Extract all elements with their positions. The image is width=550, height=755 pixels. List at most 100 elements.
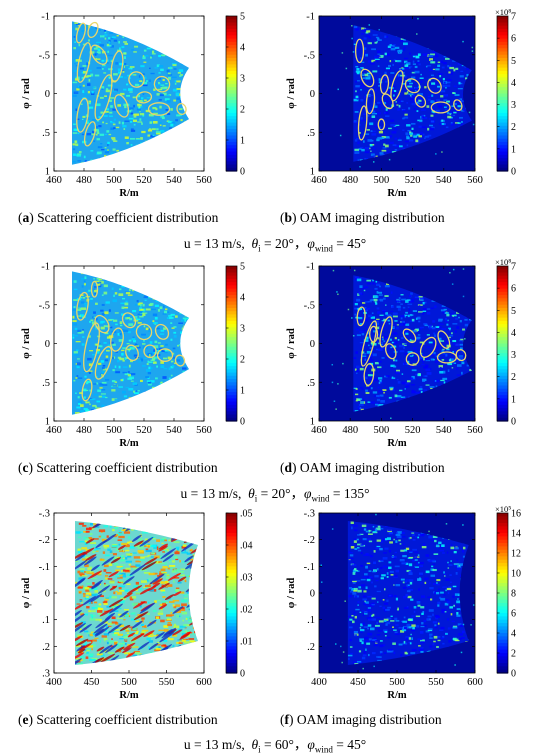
x-tick-label: 450 (84, 677, 100, 688)
y-tick-label: 0 (310, 589, 315, 600)
colorbar-tick-label: 3 (511, 100, 516, 111)
caption-text-b: OAM imaging distribution (300, 210, 445, 225)
y-tick-label: -.1 (304, 562, 315, 573)
y-tick-label: 1 (45, 167, 50, 178)
y-tick-label: 1 (45, 417, 50, 428)
y-tick-label: -1 (41, 12, 50, 23)
caption-text-d: OAM imaging distribution (300, 460, 445, 475)
y-tick-label: 1 (310, 417, 315, 428)
colorbar-tick-label: 4 (511, 328, 516, 339)
colorbar-tick-label: 3 (240, 74, 245, 85)
x-axis-label: R/m (387, 690, 407, 701)
colorbar-tick-label: 4 (511, 629, 516, 640)
condition-1-phi: φ (307, 236, 314, 251)
y-tick-label: 0 (45, 89, 50, 100)
y-tick-label: -.2 (304, 535, 315, 546)
caption-b: (b) OAM imaging distribution (280, 210, 445, 226)
y-axis-label: φ / rad (21, 578, 32, 609)
colorbar-tick-label: 2 (511, 649, 516, 660)
caption-text-e: Scattering coefficient distribution (36, 712, 217, 727)
y-axis-label: φ / rad (286, 578, 297, 609)
x-tick-label: 540 (436, 175, 452, 186)
colorbar-exponent: ×10⁵ (495, 505, 511, 514)
y-tick-label: .5 (307, 378, 315, 389)
colorbar-exponent: ×10⁸ (495, 258, 511, 267)
colorbar-tick-label: 6 (511, 609, 516, 620)
condition-2-u: u = 13 m/s, (180, 486, 241, 501)
y-tick-label: 0 (310, 89, 315, 100)
x-tick-label: 560 (196, 425, 212, 436)
x-tick-label: 600 (196, 677, 212, 688)
colorbar-tick-label: 4 (240, 43, 245, 54)
x-axis-label: R/m (387, 438, 407, 449)
x-tick-label: 500 (106, 175, 122, 186)
condition-row-2: u = 13 m/s, θi = 20°，φwind = 135° (0, 482, 550, 504)
y-tick-label: .1 (307, 615, 315, 626)
y-tick-label: .5 (307, 128, 315, 139)
condition-3-phi: φ (307, 737, 314, 752)
x-tick-label: 450 (350, 677, 366, 688)
y-tick-label: -.3 (39, 509, 50, 520)
y-tick-label: -.3 (304, 509, 315, 520)
y-tick-label: .1 (42, 615, 50, 626)
x-tick-label: 520 (136, 175, 152, 186)
caption-tag-c: c (23, 460, 29, 475)
x-tick-label: 560 (467, 175, 483, 186)
x-tick-label: 480 (342, 175, 358, 186)
y-tick-label: 0 (45, 339, 50, 350)
y-tick-label: -.1 (39, 562, 50, 573)
caption-a: (a) Scattering coefficient distribution (18, 210, 218, 226)
colorbar-tick-label: 0 (511, 167, 516, 178)
x-tick-label: 600 (467, 677, 483, 688)
y-tick-label: 0 (310, 339, 315, 350)
colorbar-tick-label: .04 (240, 541, 253, 552)
x-tick-label: 480 (76, 425, 92, 436)
condition-1-theta-val: = 20°， (261, 236, 308, 251)
colorbar-tick-label: 2 (511, 122, 516, 133)
caption-d: (d) OAM imaging distribution (280, 460, 445, 476)
y-tick-label: -1 (306, 12, 315, 23)
colorbar-tick-label: 6 (511, 34, 516, 45)
x-tick-label: 540 (166, 425, 182, 436)
x-tick-label: 480 (76, 175, 92, 186)
colorbar-tick-label: 2 (240, 355, 245, 366)
condition-2-phi: φ (304, 486, 311, 501)
colorbar-tick-label: .02 (240, 605, 253, 616)
colorbar-tick-label: 5 (511, 56, 516, 67)
y-tick-label: .2 (307, 642, 315, 653)
caption-text-a: Scattering coefficient distribution (37, 210, 218, 225)
x-axis-label: R/m (119, 690, 139, 701)
y-axis-label: φ / rad (286, 328, 297, 359)
caption-text-c: Scattering coefficient distribution (36, 460, 217, 475)
caption-tag-b: b (285, 210, 293, 225)
colorbar-exponent: ×10⁸ (495, 8, 511, 17)
x-tick-label: 550 (159, 677, 175, 688)
colorbar-tick-label: 5 (240, 262, 245, 273)
colorbar-tick-label: 7 (511, 262, 516, 273)
x-tick-label: 500 (374, 425, 390, 436)
condition-3-phi-val: = 45° (333, 737, 366, 752)
colorbar-tick-label: 1 (511, 144, 516, 155)
x-tick-label: 500 (106, 425, 122, 436)
x-tick-label: 500 (389, 677, 405, 688)
caption-tag-e: e (23, 712, 29, 727)
condition-2-phi-sub: wind (312, 494, 330, 504)
caption-tag-f: f (285, 712, 290, 727)
x-tick-label: 480 (342, 425, 358, 436)
caption-e: (e) Scattering coefficient distribution (18, 712, 218, 728)
x-tick-label: 500 (374, 175, 390, 186)
x-axis-label: R/m (387, 188, 407, 199)
y-axis-label: φ / rad (21, 328, 32, 359)
colorbar-tick-label: .03 (240, 573, 253, 584)
y-tick-label: -1 (306, 262, 315, 273)
y-axis-label: φ / rad (286, 78, 297, 109)
colorbar-tick-label: 3 (511, 350, 516, 361)
condition-1-phi-sub: wind (315, 244, 333, 254)
colorbar-tick-label: 6 (511, 284, 516, 295)
condition-3-u: u = 13 m/s, (184, 737, 245, 752)
